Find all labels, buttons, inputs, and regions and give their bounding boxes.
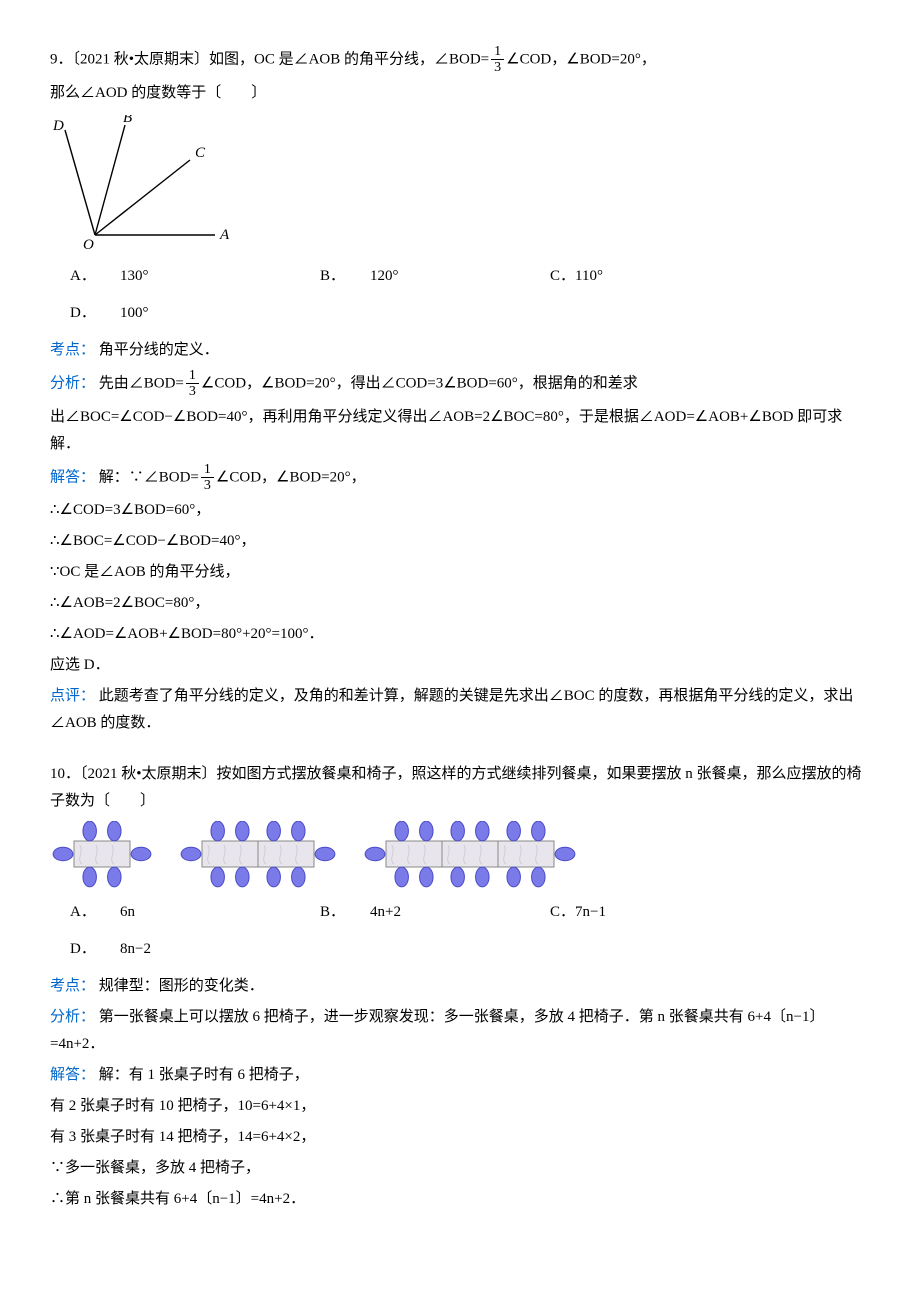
q10-step1: 有 2 张桌子时有 10 把椅子，10=6+4×1， [50,1093,870,1120]
choice-A-label: A． [50,899,120,926]
q9-step2: ∴∠BOC=∠COD−∠BOD=40°， [50,528,870,555]
fraction: 13 [201,462,214,494]
choice-A-val: 6n [120,899,300,926]
jieda-b: ∠COD，∠BOD=20°， [216,469,366,485]
svg-text:D: D [52,118,64,134]
q9-stem: 9．〔2021 秋•太原期末〕如图，OC 是∠AOB 的角平分线，∠BOD=13… [50,44,870,76]
q10-kaodian: 考点： 规律型：图形的变化类． [50,973,870,1000]
q9-step1: ∴∠COD=3∠BOD=60°， [50,497,870,524]
kaodian-label: 考点： [50,342,95,358]
jieda-a: 解：∵∠BOD= [99,469,199,485]
q10-choices: A． 6n B． 4n+2 C．7n−1 [50,899,870,926]
fenxi-a: 先由∠BOD= [99,375,184,391]
choice-C: C．110° [550,263,660,290]
q10-fenxi: 分析： 第一张餐桌上可以摆放 6 把椅子，进一步观察发现：多一张餐桌，多放 4 … [50,1004,870,1058]
q9-step4: ∴∠AOB=2∠BOC=80°， [50,590,870,617]
fenxi-label: 分析： [50,1009,95,1025]
q10-step3: ∵多一张餐桌，多放 4 把椅子， [50,1155,870,1182]
q9-kaodian: 考点： 角平分线的定义． [50,337,870,364]
q10-stem: 10．〔2021 秋•太原期末〕按如图方式摆放餐桌和椅子，照这样的方式继续排列餐… [50,761,870,815]
jieda-a: 解：有 1 张桌子时有 6 把椅子， [99,1067,309,1083]
fraction: 13 [186,368,199,400]
svg-text:B: B [123,115,132,126]
fenxi-text: 第一张餐桌上可以摆放 6 把椅子，进一步观察发现：多一张餐桌，多放 4 把椅子．… [50,1009,824,1052]
q9-choices: A． 130° B． 120° C．110° [50,263,870,290]
q9-fenxi-c: 出∠BOC=∠COD−∠BOD=40°，再利用角平分线定义得出∠AOB=2∠BO… [50,404,870,458]
q9-stem-a: 9．〔2021 秋•太原期末〕如图，OC 是∠AOB 的角平分线，∠BOD= [50,51,489,67]
choice-D-val: 8n−2 [120,936,300,963]
q9-jieda: 解答： 解：∵∠BOD=13∠COD，∠BOD=20°， [50,462,870,494]
q9-diagram: A C B D O [50,115,870,255]
q10-step4: ∴第 n 张餐桌共有 6+4〔n−1〕=4n+2． [50,1186,870,1213]
dianping-text: 此题考查了角平分线的定义，及角的和差计算，解题的关键是先求出∠BOC 的度数，再… [50,688,853,731]
choice-D-label: D． [50,936,120,963]
fenxi-b: ∠COD，∠BOD=20°，得出∠COD=3∠BOD=60°，根据角的和差求 [201,375,638,391]
q10-jieda: 解答： 解：有 1 张桌子时有 6 把椅子， [50,1062,870,1089]
q9-step5: ∴∠AOD=∠AOB+∠BOD=80°+20°=100°． [50,621,870,648]
kaodian-text: 规律型：图形的变化类． [99,978,264,994]
q10-choices-2: D． 8n−2 [50,936,870,963]
choice-A-label: A． [50,263,120,290]
choice-C: C．7n−1 [550,899,660,926]
fenxi-label: 分析： [50,375,95,391]
q9-step3: ∵OC 是∠AOB 的角平分线， [50,559,870,586]
kaodian-label: 考点： [50,978,95,994]
choice-B-val: 4n+2 [370,899,550,926]
jieda-label: 解答： [50,1067,95,1083]
choice-B-label: B． [300,263,370,290]
svg-text:A: A [219,227,230,243]
q9-stem-c: 那么∠AOD 的度数等于〔 〕 [50,80,870,107]
choice-B-val: 120° [370,263,550,290]
dianping-label: 点评： [50,688,95,704]
kaodian-text: 角平分线的定义． [99,342,219,358]
q9-choices-2: D． 100° [50,300,870,327]
choice-A-val: 130° [120,263,300,290]
q9-step6: 应选 D． [50,652,870,679]
q9-stem-b: ∠COD，∠BOD=20°， [506,51,656,67]
svg-text:C: C [195,145,206,161]
fraction: 13 [491,44,504,76]
spacer [50,741,870,757]
q10-diagram [50,821,870,893]
jieda-label: 解答： [50,469,95,485]
choice-D-label: D． [50,300,120,327]
q9-fenxi: 分析： 先由∠BOD=13∠COD，∠BOD=20°，得出∠COD=3∠BOD=… [50,368,870,400]
q9-dianping: 点评： 此题考查了角平分线的定义，及角的和差计算，解题的关键是先求出∠BOC 的… [50,683,870,737]
svg-text:O: O [83,237,94,253]
q10-step2: 有 3 张桌子时有 14 把椅子，14=6+4×2， [50,1124,870,1151]
choice-D-val: 100° [120,300,300,327]
choice-B-label: B． [300,899,370,926]
